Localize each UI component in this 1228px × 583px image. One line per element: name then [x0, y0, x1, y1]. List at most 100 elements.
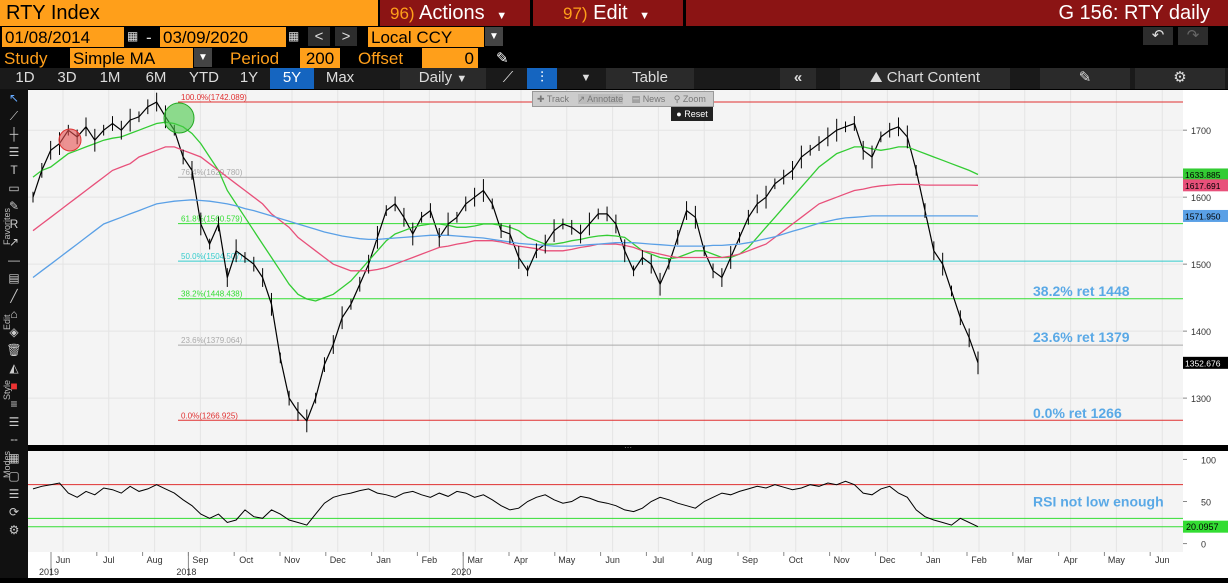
period-label: Period	[230, 49, 280, 68]
fib-annotation: 23.6% ret 1379	[1033, 329, 1130, 345]
frequency-select[interactable]: Daily ▼	[400, 68, 486, 89]
bar-chart-button[interactable]: ⫶	[527, 68, 557, 89]
next-period-button[interactable]: >	[335, 27, 357, 46]
last-value-badge	[1183, 356, 1228, 369]
border-icon[interactable]: ▢	[8, 469, 20, 483]
trendline-icon[interactable]: ⟋	[9, 109, 19, 123]
dash-icon[interactable]: ╌	[10, 433, 18, 447]
fib-label: 23.6%(1379.064)	[181, 336, 243, 345]
tab-ytd[interactable]: YTD	[189, 69, 219, 86]
month-label: May	[1108, 555, 1126, 565]
month-label: Dec	[879, 555, 896, 565]
price-chart[interactable]: 100.0%(1742.089) 76.4%(1629.780) 61.8%(156…	[28, 90, 1183, 445]
line-width-icon[interactable]: ☰	[8, 415, 20, 429]
tab-1y[interactable]: 1Y	[239, 69, 259, 86]
panel-divider[interactable]: ⋯	[28, 444, 1228, 452]
chart-content-button[interactable]: ⛰ Chart Content	[840, 68, 1010, 89]
horizontal-line-icon[interactable]: —	[8, 253, 20, 267]
mode-icon[interactable]: ⚙	[8, 523, 20, 537]
study-type-select[interactable]: Simple MA	[70, 48, 193, 68]
price-tick-label: 1700	[1191, 126, 1211, 136]
zoom-button[interactable]: ⚲ Zoom	[673, 94, 706, 104]
cursor-icon[interactable]: ↖	[8, 91, 20, 105]
last-value-label: 1633.885	[1185, 170, 1221, 180]
double-chevron-left-icon: «	[793, 69, 803, 86]
fill-icon[interactable]: ◭	[9, 361, 19, 375]
track-button[interactable]: ✚ Track	[537, 94, 570, 104]
trash-icon[interactable]: 🗑	[6, 343, 22, 357]
pencil-icon[interactable]: ✎	[8, 199, 20, 213]
fib-label: 61.8%(1560.579)	[181, 215, 243, 224]
offset-field[interactable]: 0	[422, 48, 478, 68]
calendar-icon[interactable]: ▦	[288, 29, 300, 43]
settings-button[interactable]: ⚙	[1135, 68, 1225, 89]
study-dropdown-icon[interactable]: ▼	[194, 48, 212, 67]
style-side-label: Style	[2, 379, 12, 400]
text-icon[interactable]: T	[10, 163, 18, 177]
price-tick-label: 1300	[1191, 394, 1211, 404]
table-button[interactable]: Table	[606, 68, 694, 89]
rsi-chart[interactable]: RSI not low enough	[28, 451, 1183, 552]
fill-style-icon[interactable]: ▦	[8, 451, 20, 465]
tab-max[interactable]: Max	[325, 69, 355, 86]
lock-icon[interactable]: ☰	[8, 487, 20, 501]
ticker-field[interactable]: RTY Index	[0, 0, 378, 26]
tab-3d[interactable]: 3D	[57, 69, 77, 86]
tab-6m[interactable]: 6M	[145, 69, 167, 86]
reset-button[interactable]: ● Reset	[671, 107, 713, 121]
magnet-icon[interactable]: ⌂	[10, 307, 18, 321]
start-date: 01/08/2014	[5, 28, 91, 47]
chart-edit-button[interactable]: ✎	[1040, 68, 1130, 89]
start-date-field[interactable]: 01/08/2014	[2, 27, 124, 47]
currency-label: Local CCY	[371, 28, 453, 47]
table-label: Table	[632, 69, 668, 86]
tab-1m[interactable]: 1M	[99, 69, 121, 86]
ma-mid-series	[32, 146, 979, 272]
line-chart-button[interactable]: ⟋	[492, 68, 524, 89]
chart-type-dropdown-icon[interactable]: ▼	[580, 72, 592, 84]
redo-button[interactable]: ↷	[1178, 27, 1208, 45]
news-button[interactable]: ▤ News	[631, 94, 666, 104]
end-date: 03/09/2020	[163, 28, 249, 47]
collapse-button[interactable]: «	[780, 68, 816, 89]
tab-5y[interactable]: 5Y	[270, 68, 314, 89]
fibonacci-icon[interactable]: ☰	[8, 145, 20, 159]
tab-1d[interactable]: 1D	[15, 69, 35, 86]
channel-icon[interactable]: ▤	[8, 271, 20, 285]
undo-button[interactable]: ↶	[1143, 27, 1173, 45]
calendar-icon[interactable]: ▦	[127, 29, 139, 43]
edit-menu[interactable]: 97) Edit ▼	[533, 0, 683, 26]
chart-content-label: Chart Content	[886, 69, 981, 86]
actions-menu[interactable]: 96) Actions ▼	[380, 0, 530, 26]
end-date-field[interactable]: 03/09/2020	[160, 27, 286, 47]
annotate-button[interactable]: ↗ Annotate	[577, 94, 624, 104]
rsi-last-label: 20.0957	[1186, 522, 1219, 532]
line-style-icon[interactable]: ≡	[10, 397, 18, 411]
line-tool-icon[interactable]: ╱	[10, 289, 18, 303]
rsi-panel[interactable]: RSI not low enough	[28, 451, 1183, 552]
study-label: Study	[4, 49, 48, 68]
redo-icon: ↷	[1186, 27, 1200, 44]
rsi-tick-label: 0	[1201, 540, 1206, 550]
prev-period-button[interactable]: <	[308, 27, 330, 46]
fib-label: 100.0%(1742.089)	[181, 93, 247, 102]
price-chart-panel[interactable]: 100.0%(1742.089) 76.4%(1629.780) 61.8%(156…	[28, 90, 1183, 445]
last-value-label: 1617.691	[1185, 181, 1221, 191]
ray-icon[interactable]: R	[9, 217, 19, 231]
color-picker-icon[interactable]: ■	[10, 379, 18, 393]
month-label: Aug	[147, 555, 163, 565]
eraser-icon[interactable]: ◈	[9, 325, 19, 339]
period-field[interactable]: 200	[300, 48, 340, 68]
currency-select[interactable]: Local CCY	[368, 27, 484, 47]
refresh-icon[interactable]: ⟳	[8, 505, 20, 519]
pen-icon[interactable]: ✎	[496, 50, 509, 67]
currency-dropdown-icon[interactable]: ▼	[485, 27, 503, 46]
drawing-toolbar: ↖ ⟋ ┼ ☰ T ▭ ✎ R ↗ — ▤ ╱ ⌂ ◈ 🗑 ◭ ■ ≡ ☰ ╌ …	[0, 89, 28, 578]
month-label: Apr	[514, 555, 528, 565]
crosshair-icon[interactable]: ┼	[9, 127, 19, 141]
rectangle-icon[interactable]: ▭	[8, 181, 20, 195]
arrow-icon[interactable]: ↗	[8, 235, 20, 249]
offset-label: Offset	[358, 49, 404, 68]
chevron-left-icon: <	[314, 28, 324, 45]
